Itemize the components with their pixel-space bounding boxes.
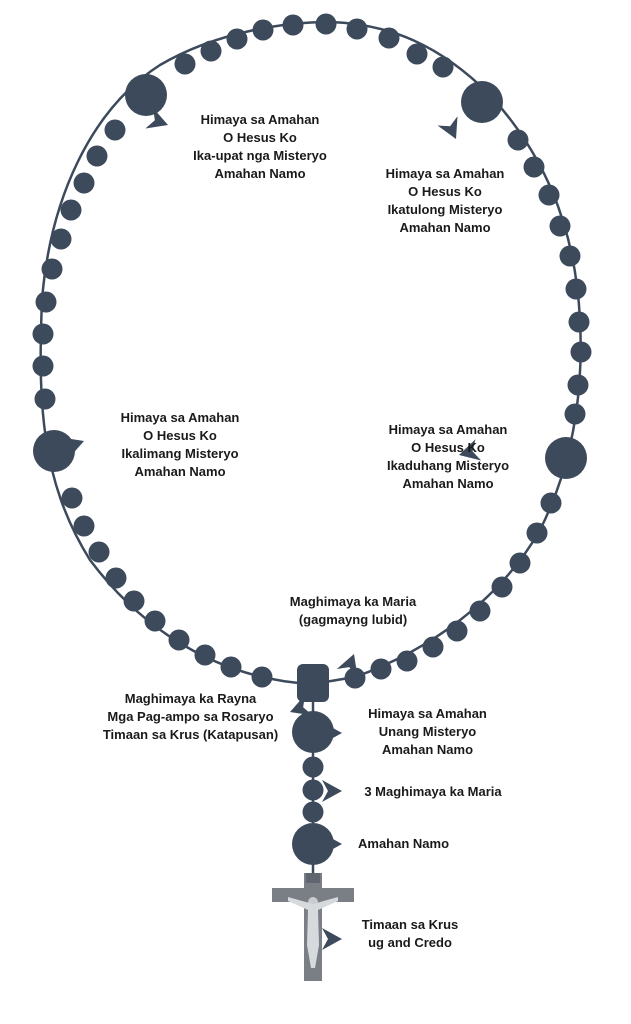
hail-mary-bead bbox=[73, 515, 95, 537]
hail-mary-bead bbox=[523, 156, 545, 178]
hail-mary-bead bbox=[406, 43, 428, 65]
hail-mary-bead bbox=[344, 667, 366, 689]
hail-mary-bead bbox=[61, 487, 83, 509]
hail-mary-bead bbox=[226, 28, 248, 50]
hail-mary-bead bbox=[200, 40, 222, 62]
hail-mary-bead bbox=[282, 14, 304, 36]
our-father-bead bbox=[33, 430, 75, 472]
hail-mary-bead bbox=[491, 576, 513, 598]
our-father-bead bbox=[125, 74, 167, 116]
hail-mary-bead bbox=[346, 18, 368, 40]
hail-mary-bead bbox=[538, 184, 560, 206]
centerpiece bbox=[297, 664, 329, 702]
hail-mary-bead bbox=[220, 656, 242, 678]
label-fifth-decade: Himaya sa Amahan O Hesus Ko Ikalimang Mis… bbox=[120, 410, 240, 479]
hail-mary-bead bbox=[446, 620, 468, 642]
hail-mary-bead bbox=[252, 19, 274, 41]
hail-mary-bead bbox=[549, 215, 571, 237]
hail-mary-bead bbox=[540, 492, 562, 514]
hail-mary-bead bbox=[60, 199, 82, 221]
label-third-decade: Himaya sa Amahan O Hesus Ko Ikatulong Mis… bbox=[385, 166, 505, 235]
hail-mary-bead bbox=[86, 145, 108, 167]
hail-mary-bead bbox=[105, 567, 127, 589]
hail-mary-bead bbox=[568, 311, 590, 333]
hail-mary-bead bbox=[251, 666, 273, 688]
hail-mary-bead bbox=[302, 801, 324, 823]
label-closing: Maghimaya ka Rayna Mga Pag-ampo sa Rosary… bbox=[102, 691, 279, 742]
label-small-beads: Maghimaya ka Maria (gagmayng lubid) bbox=[289, 594, 417, 627]
hail-mary-bead bbox=[302, 779, 324, 801]
hail-mary-bead bbox=[302, 756, 324, 778]
pointer-arrow-icon bbox=[459, 439, 482, 461]
hail-mary-bead bbox=[123, 590, 145, 612]
hail-mary-bead bbox=[144, 610, 166, 632]
hail-mary-bead bbox=[422, 636, 444, 658]
hail-mary-bead bbox=[570, 341, 592, 363]
pointer-arrow-icon bbox=[145, 107, 168, 129]
our-father-bead bbox=[292, 823, 334, 865]
hail-mary-bead bbox=[104, 119, 126, 141]
hail-mary-bead bbox=[564, 403, 586, 425]
label-cross: Timaan sa Krus ug and Credo bbox=[361, 917, 459, 950]
pointer-arrow-icon bbox=[322, 722, 342, 744]
hail-mary-bead bbox=[507, 129, 529, 151]
hail-mary-bead bbox=[469, 600, 491, 622]
hail-mary-bead bbox=[378, 27, 400, 49]
hail-mary-bead bbox=[88, 541, 110, 563]
hail-mary-bead bbox=[41, 258, 63, 280]
cross-top-plate bbox=[306, 873, 320, 883]
hail-mary-bead bbox=[168, 629, 190, 651]
pointer-arrow-icon bbox=[322, 928, 342, 950]
label-first-decade: Himaya sa Amahan Unang Misteryo Amahan Nam… bbox=[368, 706, 487, 757]
pointer-arrow-icon bbox=[322, 780, 342, 802]
hail-mary-bead bbox=[315, 13, 337, 35]
hail-mary-bead bbox=[34, 388, 56, 410]
hail-mary-bead bbox=[32, 355, 54, 377]
label-fourth-decade: Himaya sa Amahan O Hesus Ko Ika-upat nga … bbox=[193, 112, 327, 181]
hail-mary-bead bbox=[35, 291, 57, 313]
hail-mary-bead bbox=[526, 522, 548, 544]
pointer-arrow-icon bbox=[336, 654, 358, 677]
hail-mary-bead bbox=[396, 650, 418, 672]
label-three-hail-marys: 3 Maghimaya ka Maria bbox=[364, 784, 502, 799]
hail-mary-bead bbox=[32, 323, 54, 345]
arrow-group bbox=[61, 107, 482, 950]
hail-mary-bead bbox=[509, 552, 531, 574]
hail-mary-bead bbox=[194, 644, 216, 666]
hail-mary-bead bbox=[174, 53, 196, 75]
label-our-father: Amahan Namo bbox=[358, 836, 450, 851]
pointer-arrow-icon bbox=[437, 116, 458, 139]
hail-mary-bead bbox=[432, 56, 454, 78]
our-father-bead bbox=[545, 437, 587, 479]
hail-mary-bead bbox=[73, 172, 95, 194]
pointer-arrow-icon bbox=[61, 437, 84, 459]
hail-mary-bead bbox=[565, 278, 587, 300]
label-second-decade: Himaya sa Amahan O Hesus Ko Ikaduhang Mis… bbox=[386, 422, 510, 491]
hail-mary-bead bbox=[370, 658, 392, 680]
crucifix bbox=[272, 873, 354, 981]
corpus-body bbox=[288, 897, 338, 968]
pointer-arrow-icon bbox=[322, 833, 342, 855]
pointer-arrow-icon bbox=[290, 694, 313, 716]
hail-mary-bead bbox=[567, 374, 589, 396]
hail-mary-bead bbox=[50, 228, 72, 250]
bead-group bbox=[32, 13, 592, 865]
our-father-bead bbox=[461, 81, 503, 123]
hail-mary-bead bbox=[559, 245, 581, 267]
